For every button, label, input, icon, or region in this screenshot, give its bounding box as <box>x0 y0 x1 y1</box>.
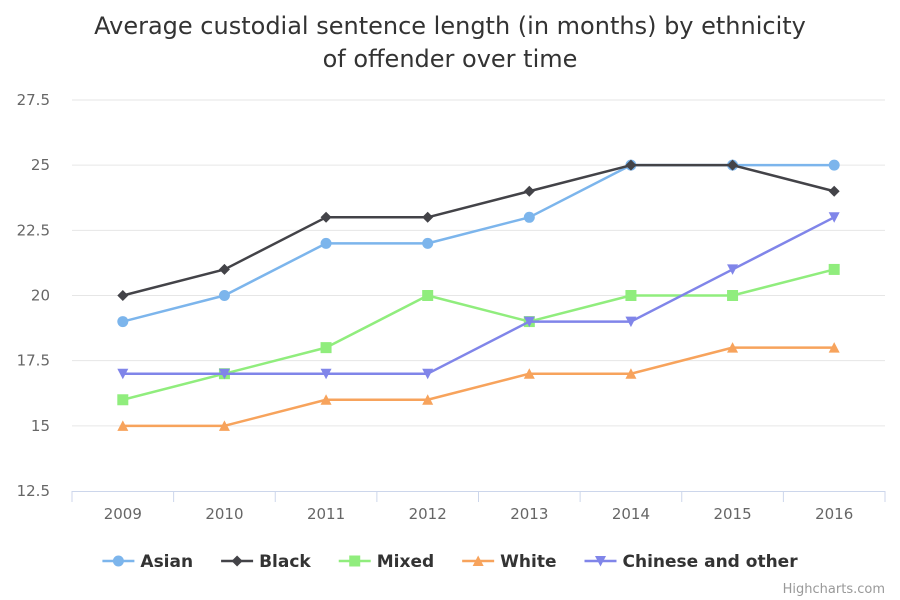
data-point-asian <box>117 316 129 328</box>
legend-item-black[interactable]: Black <box>221 552 311 572</box>
data-point-mixed <box>320 342 332 354</box>
data-point-chinese-and-other <box>727 264 739 275</box>
data-point-chinese-and-other <box>422 368 434 380</box>
y-tick-label: 25 <box>31 156 50 174</box>
legend-marker <box>349 555 361 567</box>
legend-label: White <box>500 552 556 572</box>
data-point-black <box>828 185 840 197</box>
y-tick-label: 22.5 <box>17 221 50 239</box>
data-point-mixed <box>828 263 840 275</box>
data-point-black <box>523 185 535 197</box>
legend-marker <box>231 555 243 567</box>
legend-marker <box>595 556 606 567</box>
data-point-mixed <box>727 290 739 301</box>
y-tick-label: 17.5 <box>17 352 50 370</box>
series-black[interactable] <box>117 159 840 301</box>
x-tick-label: 2009 <box>104 505 142 523</box>
legend-item-mixed[interactable]: Mixed <box>338 552 434 572</box>
legend: Asian Black Mixed White Chinese and other <box>102 552 798 572</box>
data-point-asian <box>320 237 332 249</box>
series-line-black <box>121 163 836 297</box>
data-point-black <box>422 211 434 223</box>
legend-label: Mixed <box>377 552 434 572</box>
data-point-white <box>117 420 129 431</box>
y-axis: 12.5 15 17.5 20 22.5 25 27.5 <box>17 91 50 500</box>
gridlines <box>72 99 885 427</box>
data-point-white <box>320 394 332 405</box>
data-point-mixed <box>422 290 434 301</box>
chart-title-line-1: Average custodial sentence length (in mo… <box>94 12 806 40</box>
data-point-black <box>727 159 739 171</box>
legend-label: Asian <box>140 552 193 572</box>
x-tick-label: 2014 <box>612 505 650 523</box>
series-asian[interactable] <box>117 159 840 328</box>
y-tick-label: 15 <box>31 417 50 435</box>
data-point-mixed <box>117 394 129 406</box>
legend-marker <box>472 555 484 566</box>
data-point-white <box>828 342 840 353</box>
legend-item-chinese-and-other[interactable]: Chinese and other <box>584 552 799 572</box>
series-line-chinese-and-other <box>121 216 836 375</box>
x-tick-label: 2016 <box>815 505 853 523</box>
series-white[interactable] <box>117 342 840 431</box>
series-mixed[interactable] <box>117 263 840 406</box>
data-point-chinese-and-other <box>218 368 230 380</box>
data-point-chinese-and-other <box>625 316 637 328</box>
data-point-chinese-and-other <box>320 368 332 380</box>
data-point-chinese-and-other <box>523 316 535 328</box>
data-point-asian <box>218 290 230 301</box>
data-point-white <box>523 368 535 379</box>
x-tick-label: 2010 <box>205 505 243 523</box>
data-point-asian <box>422 237 434 249</box>
data-point-chinese-and-other <box>117 368 129 380</box>
series-line-mixed <box>121 268 836 402</box>
y-tick-label: 20 <box>31 287 50 305</box>
y-tick-label: 27.5 <box>17 91 50 109</box>
data-point-black <box>218 263 230 275</box>
data-point-white <box>625 368 637 379</box>
legend-label: Chinese and other <box>623 552 799 572</box>
credits-link[interactable]: Highcharts.com <box>783 582 885 597</box>
chart-title-line-2: of offender over time <box>323 45 578 73</box>
legend-item-white[interactable]: White <box>462 552 557 572</box>
data-point-asian <box>523 211 535 223</box>
data-point-black <box>117 290 129 301</box>
data-point-white <box>218 420 230 431</box>
data-point-asian <box>828 159 840 171</box>
y-tick-label: 12.5 <box>17 482 50 500</box>
series-line-white <box>121 346 836 428</box>
plot-area <box>117 159 840 431</box>
legend-item-asian[interactable]: Asian <box>102 552 193 572</box>
data-point-black <box>320 211 332 223</box>
data-point-white <box>422 394 434 405</box>
x-tick-label: 2012 <box>409 505 447 523</box>
legend-label: Black <box>259 552 311 572</box>
x-tick-label: 2015 <box>713 505 751 523</box>
data-point-white <box>727 342 739 353</box>
x-axis: 2009 2010 2011 2012 2013 2014 2015 2016 <box>71 491 886 523</box>
data-point-chinese-and-other <box>828 212 840 223</box>
x-tick-label: 2011 <box>307 505 345 523</box>
series-chinese-and-other[interactable] <box>117 212 840 380</box>
x-tick-label: 2013 <box>510 505 548 523</box>
data-point-mixed <box>625 290 637 301</box>
data-point-black <box>625 159 637 171</box>
legend-marker <box>112 555 124 567</box>
